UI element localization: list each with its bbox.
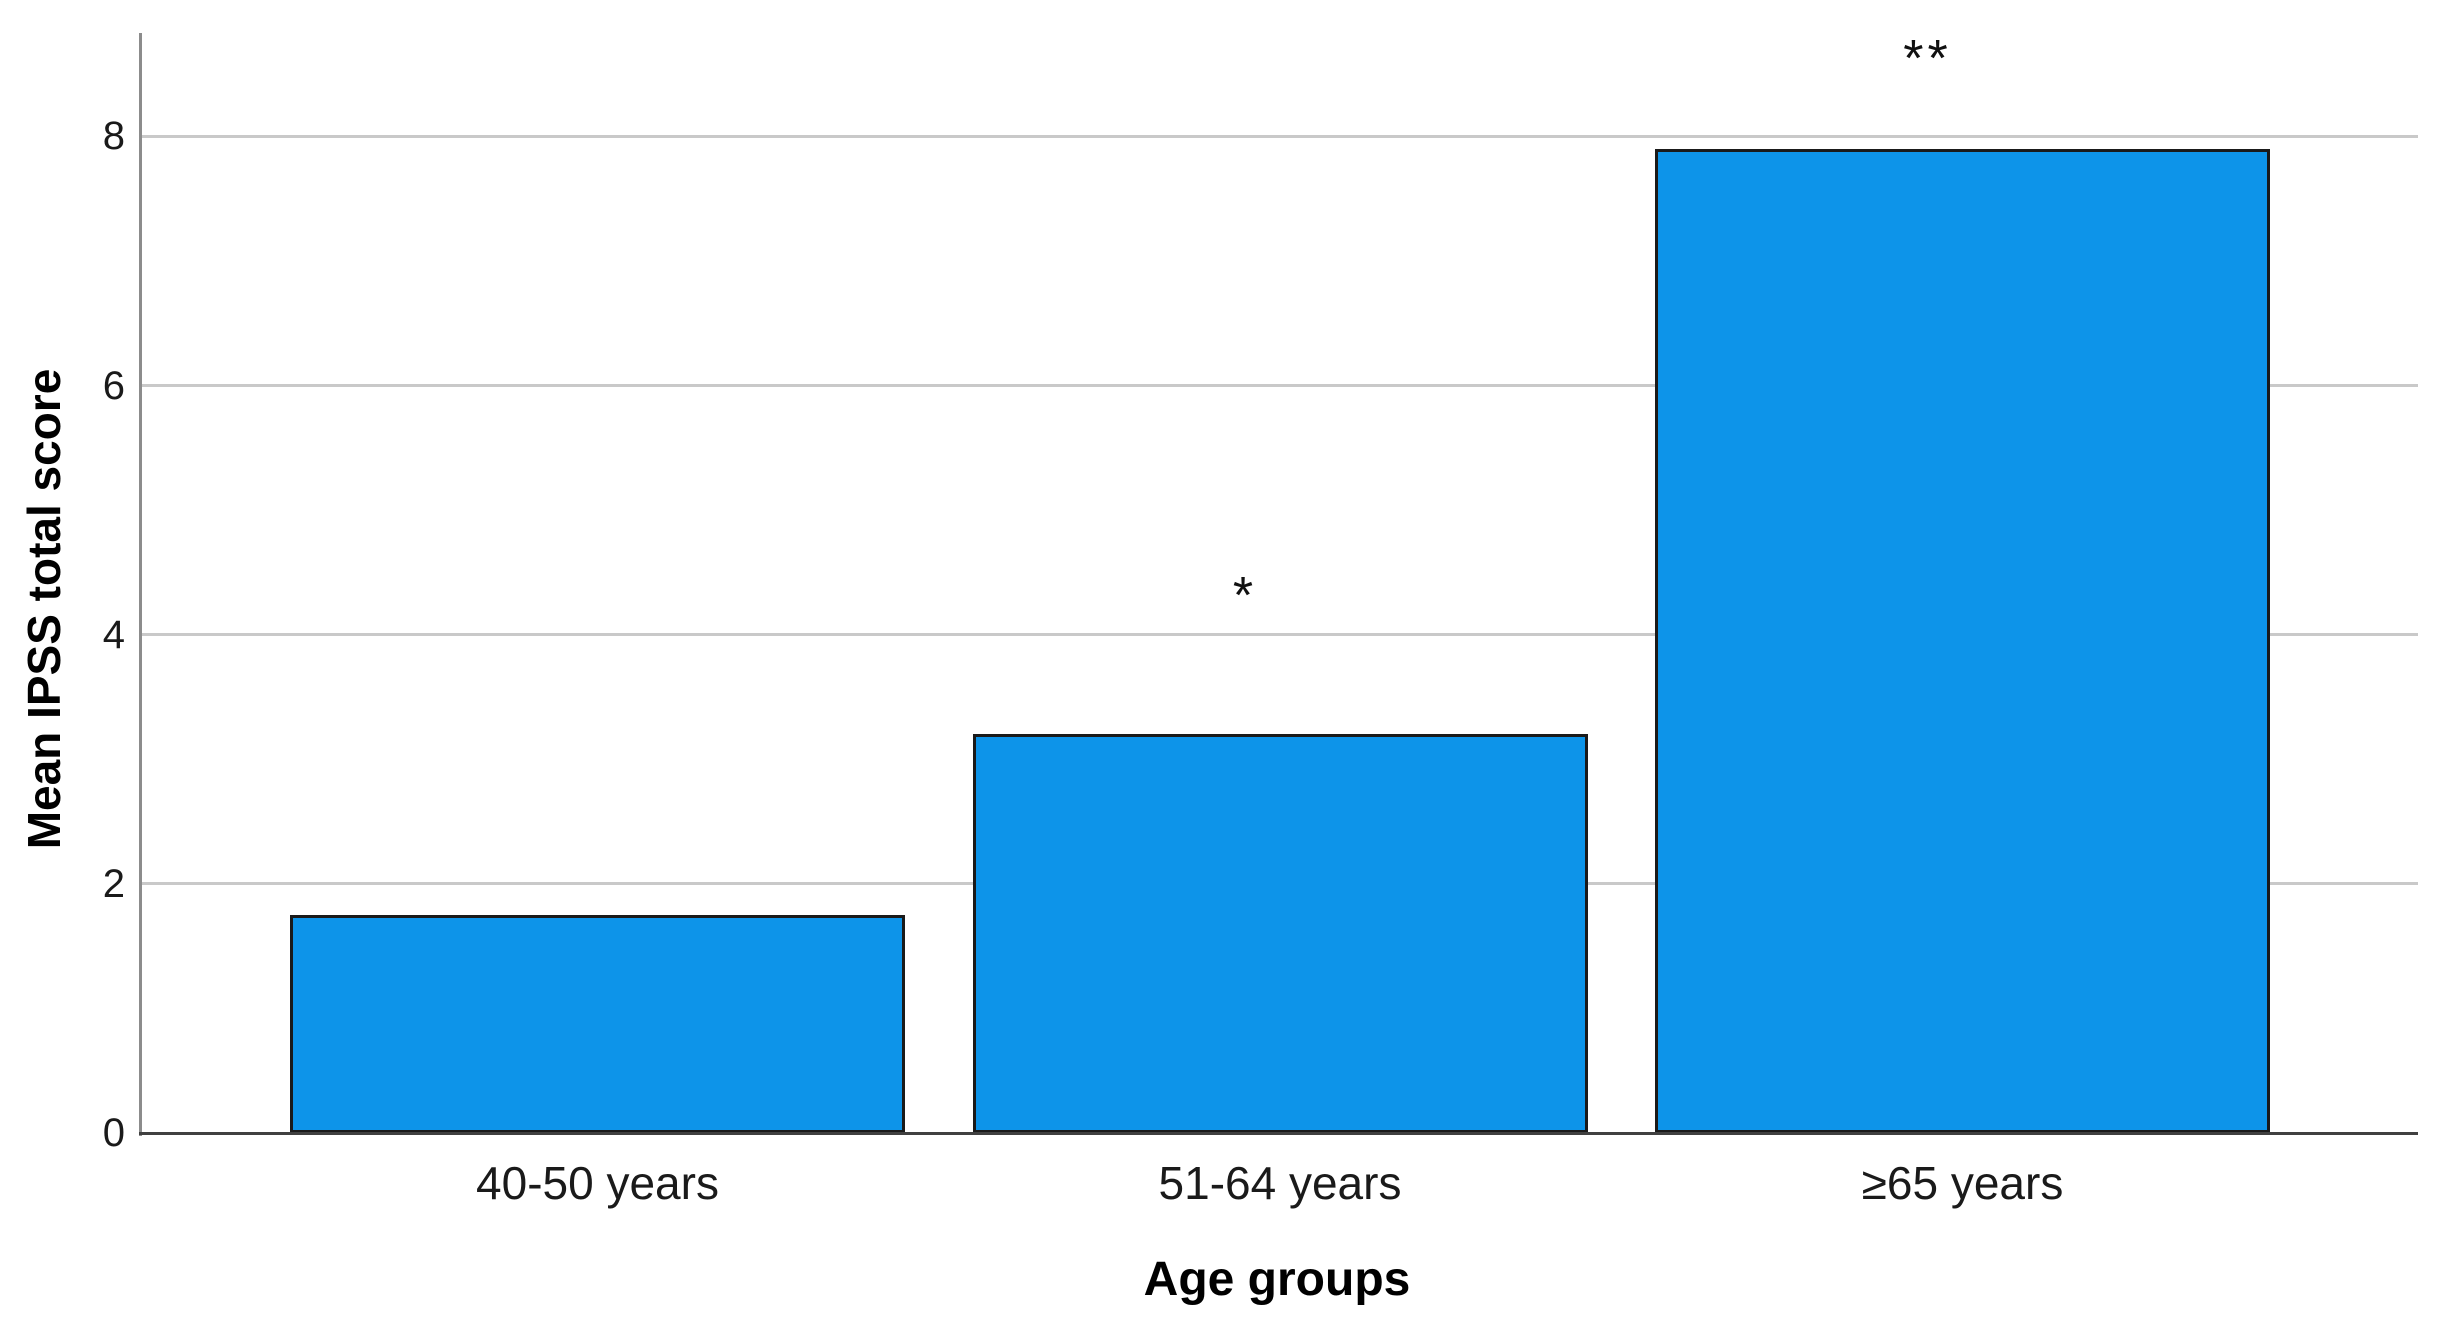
y-axis-title: Mean IPSS total score bbox=[18, 368, 70, 850]
bar-1 bbox=[290, 914, 905, 1133]
y-axis-line bbox=[139, 33, 142, 1136]
bar-2 bbox=[972, 734, 1588, 1133]
gridline-y-8 bbox=[141, 134, 2418, 138]
y-tick-label-0: 0 bbox=[102, 1111, 125, 1155]
y-tick-label-6: 6 bbox=[102, 363, 125, 408]
y-tick-label-2: 2 bbox=[102, 861, 125, 906]
gridline-y-6 bbox=[141, 384, 2418, 388]
y-tick-label-4: 4 bbox=[102, 612, 125, 657]
category-label-2: 51-64 years bbox=[1158, 1157, 1402, 1209]
bar-3 bbox=[1655, 148, 2270, 1133]
x-axis-line bbox=[139, 1132, 2418, 1135]
gridline-y-4 bbox=[141, 633, 2418, 637]
significance-annotation-2: ** bbox=[1903, 30, 1952, 89]
x-axis-title: Age groups bbox=[1143, 1253, 1411, 1306]
significance-annotation-1: * bbox=[1232, 567, 1258, 626]
y-tick-label-8: 8 bbox=[102, 114, 125, 159]
category-label-3: ≥65 years bbox=[1861, 1157, 2064, 1209]
category-label-1: 40-50 years bbox=[476, 1157, 719, 1209]
